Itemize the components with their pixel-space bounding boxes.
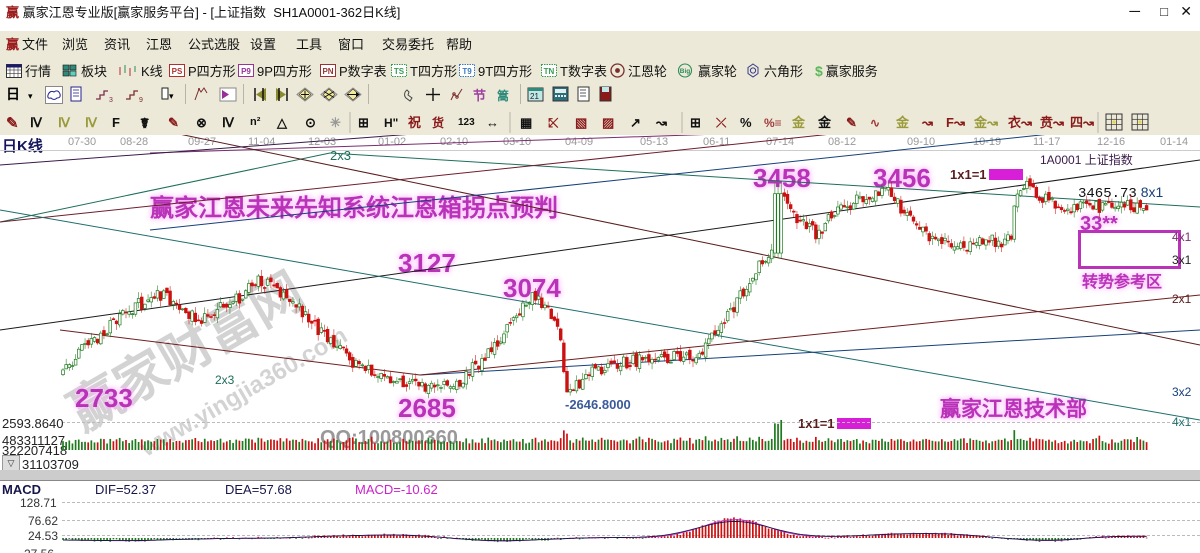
svg-text:日: 日	[6, 86, 20, 102]
svg-text:☤: ☤	[140, 115, 150, 131]
svg-text:✎: ✎	[168, 115, 179, 130]
svg-text:%≡: %≡	[764, 116, 782, 130]
svg-text:H": H"	[384, 116, 398, 130]
svg-text:T9: T9	[462, 67, 472, 76]
svg-text:PS: PS	[172, 67, 183, 76]
svg-text:✎: ✎	[846, 115, 857, 130]
svg-text:四↝: 四↝	[1070, 115, 1094, 130]
svg-text:%: %	[740, 115, 752, 130]
svg-text:TS: TS	[394, 67, 405, 76]
svg-text:123: 123	[458, 117, 475, 128]
svg-text:F: F	[112, 115, 120, 130]
svg-text:△: △	[276, 115, 288, 130]
svg-text:⊙: ⊙	[305, 115, 316, 130]
svg-text:节: 节	[473, 88, 486, 103]
svg-text:⊗: ⊗	[196, 115, 207, 130]
svg-text:9: 9	[139, 97, 143, 103]
svg-text:F↝: F↝	[946, 115, 965, 130]
svg-text:▾: ▾	[169, 91, 174, 101]
svg-text:Big: Big	[680, 68, 691, 75]
svg-text:⤪: ⤪	[548, 115, 558, 130]
svg-text:货: 货	[432, 115, 444, 130]
svg-text:3: 3	[109, 97, 113, 103]
svg-text:↝: ↝	[921, 115, 933, 130]
svg-text:TN: TN	[544, 67, 555, 76]
svg-text:衣↝: 衣↝	[1008, 115, 1032, 130]
svg-text:金: 金	[817, 115, 832, 130]
svg-text:✎: ✎	[6, 115, 19, 132]
svg-text:⊞: ⊞	[358, 115, 369, 130]
svg-text:▾: ▾	[28, 91, 33, 101]
svg-text:∿: ∿	[870, 116, 880, 130]
svg-text:✳: ✳	[330, 115, 341, 130]
svg-text:祝: 祝	[408, 115, 421, 130]
svg-text:Ⅳ: Ⅳ	[222, 115, 235, 130]
svg-text:PN: PN	[322, 67, 333, 76]
svg-text:金: 金	[791, 115, 806, 130]
svg-text:Ⅳ: Ⅳ	[85, 115, 98, 130]
svg-text:贲↝: 贲↝	[1040, 115, 1064, 130]
svg-text:▧: ▧	[575, 115, 587, 130]
svg-text:金↝: 金↝	[973, 115, 998, 130]
svg-text:n²: n²	[250, 116, 261, 128]
svg-text:↝: ↝	[655, 115, 667, 130]
svg-text:▨: ▨	[602, 115, 614, 130]
svg-text:▦: ▦	[520, 115, 532, 130]
svg-text:⤫: ⤫	[715, 115, 727, 130]
svg-text:↔: ↔	[486, 115, 499, 130]
svg-text:金: 金	[895, 115, 910, 130]
svg-text:↗: ↗	[630, 115, 641, 130]
svg-text:篙: 篙	[497, 88, 509, 103]
svg-text:P9: P9	[241, 67, 251, 76]
svg-text:⊞: ⊞	[690, 115, 701, 130]
svg-text:21: 21	[530, 92, 539, 101]
svg-text:Ⅳ: Ⅳ	[58, 115, 71, 130]
svg-text:Ⅳ: Ⅳ	[30, 115, 43, 130]
